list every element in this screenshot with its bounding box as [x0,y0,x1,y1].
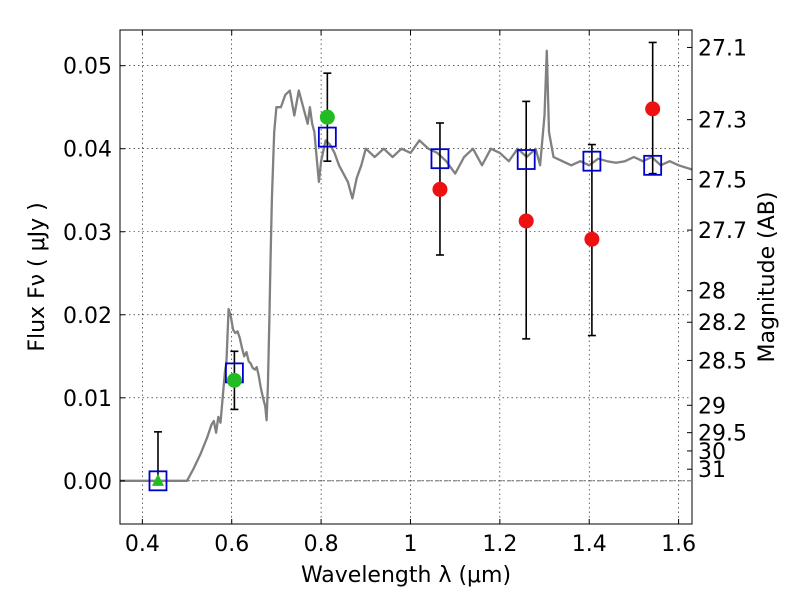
plot-frame [119,29,693,525]
y-tick-label: 0.00 [63,470,112,495]
observed-flux-point [518,213,534,229]
y-tick-label: 0.04 [63,138,112,163]
synthetic-photometry-square [643,154,663,176]
synthetic-photometry-markers [148,126,663,492]
x-tick-label: 1 [403,532,417,557]
grid-lines [120,30,692,524]
magnitude-tick-label: 28.5 [698,349,747,374]
axis-ticks [120,30,692,524]
tick-labels: 0.4 0.6 0.8 1 1.2 1.4 1.6 0.00 0.01 0.02 0.03 0.04 0… [63,36,747,557]
magnitude-tick-label: 27.3 [698,109,747,134]
magnitude-tick-label: 27.7 [698,219,747,244]
synthetic-photometry-square [516,149,536,170]
magnitude-tick-label: 31 [698,458,726,483]
observed-flux-point [645,101,661,117]
x-tick-label: 0.8 [304,532,339,557]
right-axis-label: Magnitude (AB) [755,192,780,363]
observed-flux-point [432,181,448,197]
non-detection-triangle [151,473,164,486]
observed-flux-point [319,109,335,125]
y-tick-label: 0.03 [63,221,112,246]
x-tick-label: 1.2 [482,532,517,557]
magnitude-tick-label: 28 [698,280,726,305]
synthetic-photometry-square [430,148,450,170]
x-tick-label: 0.6 [214,532,249,557]
magnitude-tick-label: 30 [698,440,726,465]
magnitude-tick-label: 27.5 [698,168,747,193]
synthetic-photometry-square [582,150,602,172]
synthetic-photometry-square [148,470,168,492]
observed-flux-point [584,231,600,247]
y-axis-label: Flux Fν ( μJy ) [25,202,50,351]
x-tick-label: 1.4 [572,532,607,557]
x-tick-label: 1.6 [661,532,696,557]
error-bars [153,41,657,481]
y-tick-label: 0.01 [63,387,112,412]
observed-flux-point [226,372,242,388]
y-tick-label: 0.05 [63,55,112,80]
magnitude-tick-label: 27.1 [698,36,747,61]
x-axis-label: Wavelength λ (μm) [301,563,511,588]
x-tick-label: 0.4 [125,532,160,557]
observed-flux-markers [151,101,661,486]
y-tick-label: 0.02 [63,304,112,329]
synthetic-photometry-square [317,126,337,148]
magnitude-tick-label: 29.5 [698,422,747,447]
magnitude-tick-label: 29 [698,394,726,419]
model-sed-line [120,49,693,482]
magnitude-tick-label: 28.2 [698,311,747,336]
